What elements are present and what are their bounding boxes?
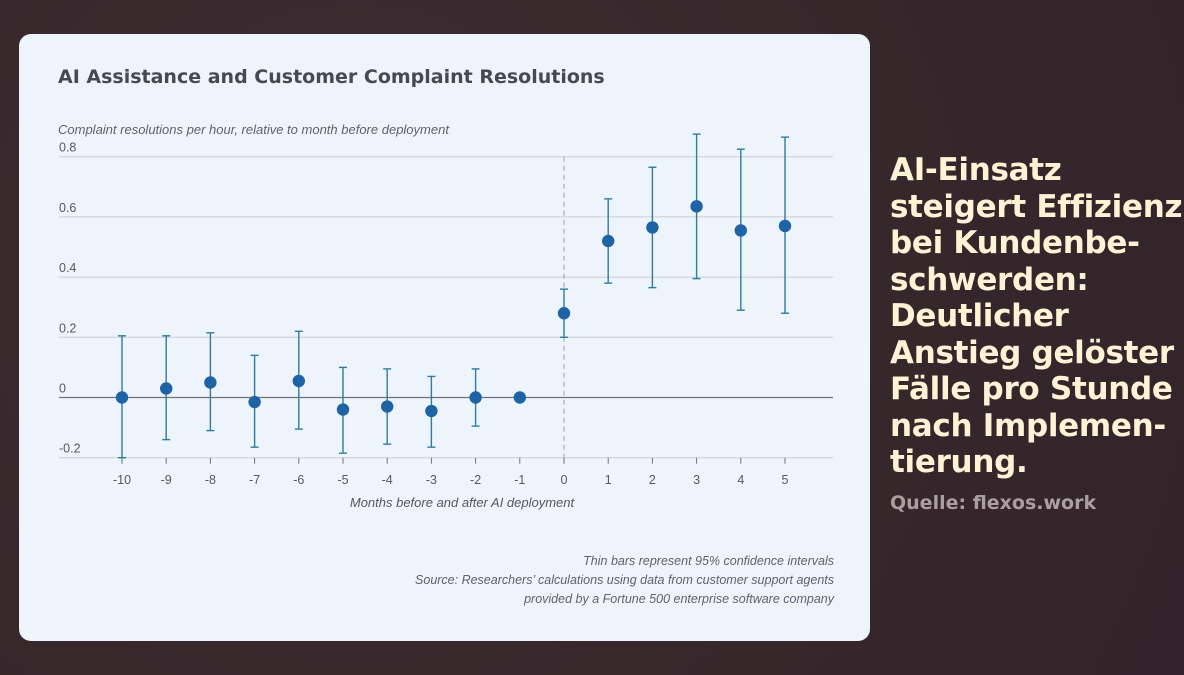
data-point xyxy=(248,395,261,409)
data-point xyxy=(557,307,571,320)
x-tick-label: -2 xyxy=(470,473,481,487)
data-point xyxy=(513,391,526,404)
headline-line: nach Implemen- xyxy=(890,407,1166,444)
x-tick-label: -7 xyxy=(249,473,260,487)
data-point xyxy=(646,221,659,234)
data-point xyxy=(381,400,394,413)
headline-line: Anstieg gelöster xyxy=(890,334,1174,371)
x-tick-label: 0 xyxy=(561,473,568,487)
headline-line: steigert Effizienz xyxy=(890,188,1183,225)
y-tick-label: -0.2 xyxy=(59,442,81,456)
headline-line: Fälle pro Stunde xyxy=(890,371,1173,407)
data-point xyxy=(336,403,350,416)
data-point xyxy=(160,382,173,395)
y-tick-label: 0 xyxy=(59,382,66,396)
x-axis-label: Months before and after AI deployment xyxy=(350,495,576,510)
chart-subtitle: Complaint resolutions per hour, relative… xyxy=(58,122,449,137)
x-tick-label: -3 xyxy=(426,473,437,487)
data-point xyxy=(469,391,482,404)
x-tick-label: 4 xyxy=(737,473,744,487)
headline-line: tierung. xyxy=(890,444,1028,480)
x-tick-label: -9 xyxy=(161,473,172,487)
data-point xyxy=(425,404,438,418)
x-tick-label: 5 xyxy=(782,473,789,487)
x-tick-label: 2 xyxy=(649,473,656,487)
data-point xyxy=(292,374,305,388)
x-tick-label: -5 xyxy=(337,473,348,487)
data-point xyxy=(734,224,747,237)
chart-footnotes: Thin bars represent 95% confidence inter… xyxy=(415,552,834,609)
data-point xyxy=(690,200,703,213)
data-point xyxy=(115,391,129,404)
x-tick-label: -1 xyxy=(514,473,525,487)
footnote-ci: Thin bars represent 95% confidence inter… xyxy=(583,554,834,568)
data-point xyxy=(778,219,792,233)
data-point xyxy=(602,234,615,248)
headline-line: bei Kundenbe- xyxy=(890,225,1140,261)
headline-line: AI-Einsatz xyxy=(890,152,1062,188)
chart-card: AI Assistance and Customer Complaint Res… xyxy=(19,34,870,641)
chart-title: AI Assistance and Customer Complaint Res… xyxy=(58,66,605,88)
headline: AI-Einsatz steigert Effizienz bei Kunden… xyxy=(890,152,1183,481)
x-tick-label: 1 xyxy=(605,473,612,487)
x-tick-label: -4 xyxy=(382,473,393,487)
chart-plot: 0.80.60.40.20-0.2-10 -9 -8 -7 -6 -5 -4 -3 -2 -1 0 1… xyxy=(59,133,833,510)
data-point xyxy=(204,376,217,389)
y-tick-label: 0.4 xyxy=(59,261,76,275)
source-label: Quelle: flexos.work xyxy=(890,492,1097,514)
headline-line: schwerden: xyxy=(890,261,1089,298)
x-tick-label: -10 xyxy=(113,473,131,487)
x-tick-label: -8 xyxy=(205,473,216,487)
y-tick-label: 0.6 xyxy=(59,201,76,215)
footnote-source-1: Source: Researchers’ calculations using … xyxy=(415,573,834,587)
x-tick-label: -6 xyxy=(293,473,304,487)
y-tick-label: 0.2 xyxy=(59,321,76,335)
footnote-source-2: provided by a Fortune 500 enterprise sof… xyxy=(524,592,834,606)
y-tick-label: 0.8 xyxy=(59,141,76,155)
headline-line: Deutlicher xyxy=(890,298,1069,334)
x-tick-label: 3 xyxy=(693,473,700,487)
